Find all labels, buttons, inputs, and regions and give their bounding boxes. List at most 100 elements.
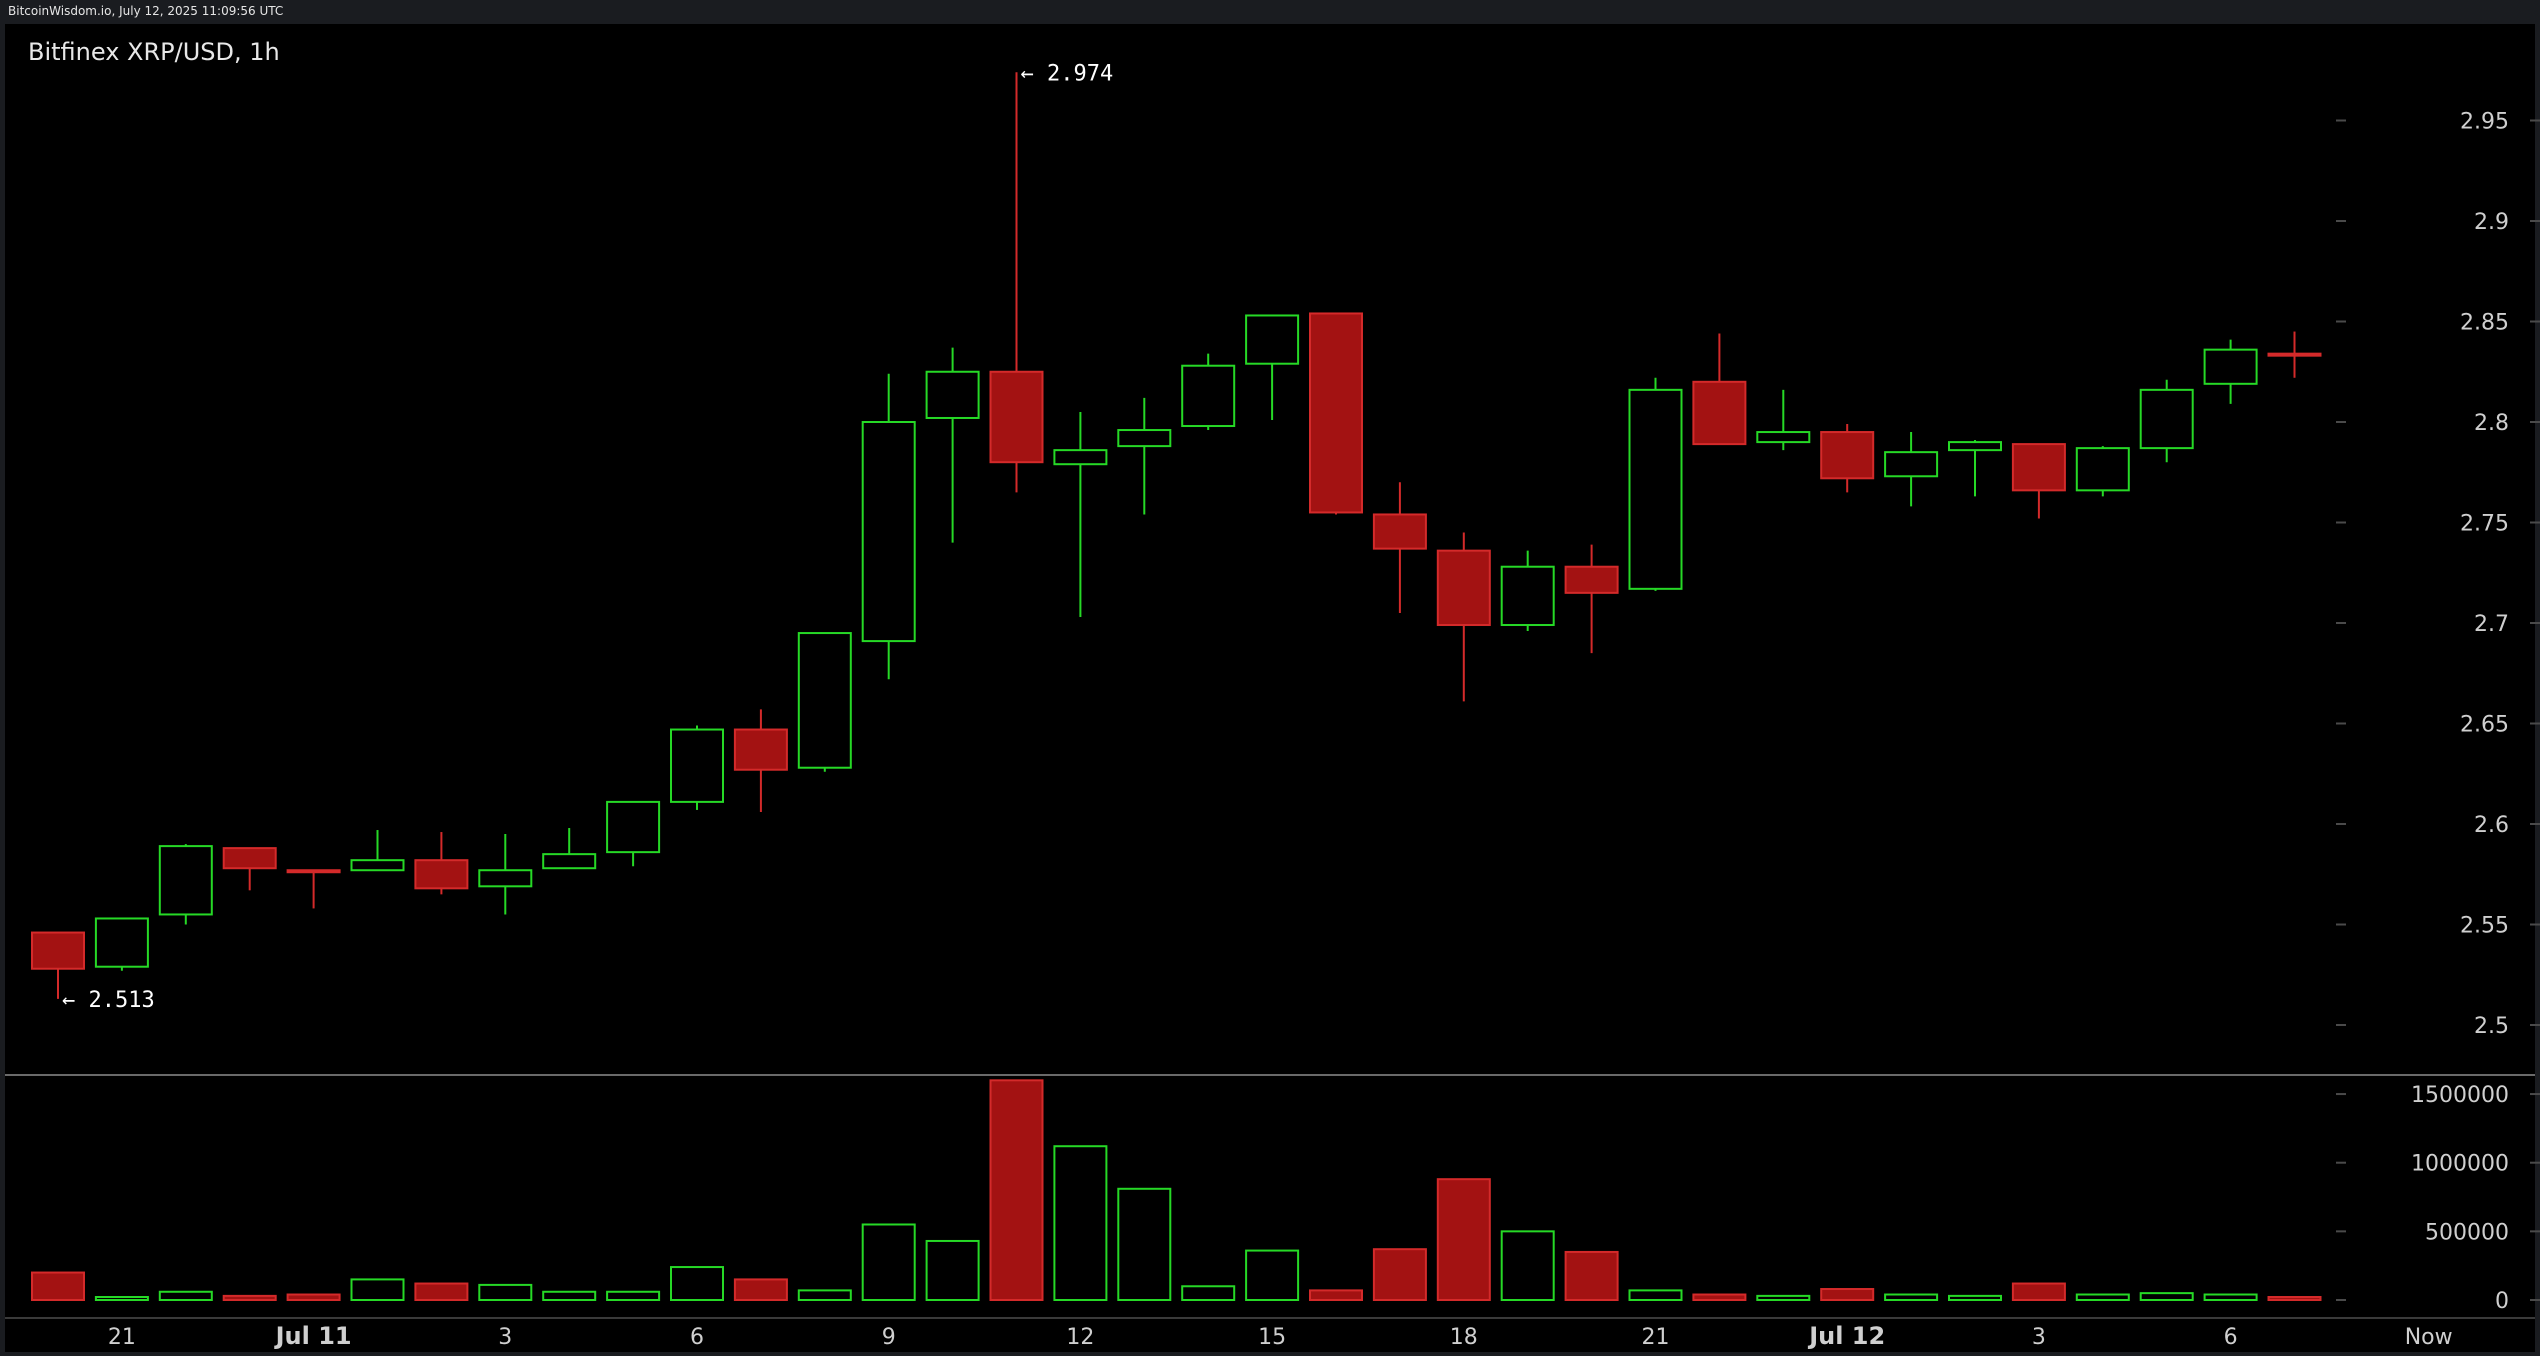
candle-body [542,853,597,870]
candle-up [94,917,149,971]
time-axis-label: 21 [1642,1325,1670,1350]
time-axis-label: 9 [882,1325,896,1350]
price-tick-label: 2.85 [2460,311,2509,336]
volume-bar-up [861,1223,916,1301]
candle-up [350,830,405,872]
price-tick-label: 2.8 [2474,411,2509,436]
candle-up [1245,314,1300,420]
candle-down [2011,443,2066,519]
candle-up [2139,379,2194,463]
candle-body [1564,565,1619,594]
volume-bar-up [1884,1293,1939,1302]
candle-body [1500,565,1555,627]
candle-down [286,869,341,909]
volume-bar-up [925,1239,980,1302]
time-axis-label: Jul 11 [274,1322,352,1350]
volume-bar-up [542,1290,597,1301]
volume-tick-label: 0 [2495,1289,2509,1314]
candle-body [1053,449,1108,466]
candle-down [2267,331,2322,378]
candle-up [478,834,533,915]
candle-up [2075,446,2130,497]
volume-bar-up [606,1290,661,1301]
price-tick-label: 2.65 [2460,713,2509,738]
volume-bar-down [989,1079,1044,1301]
candle-up [606,800,661,867]
time-axis-label: 6 [2224,1325,2238,1350]
volume-bar-down [286,1293,341,1302]
volume-bar-down [733,1278,788,1302]
candle-body [1181,364,1236,428]
candle-body [1436,549,1491,627]
chart-background [5,24,2535,1352]
candle-body [286,869,341,874]
candle-body [2267,352,2322,357]
candle-body [925,370,980,419]
price-tick-label: 2.9 [2474,210,2509,235]
price-tick-label: 2.95 [2460,110,2509,135]
volume-bar-up [670,1266,724,1301]
volume-bar-up [1628,1289,1683,1302]
candle-up [1181,353,1236,431]
candle-body [1245,314,1300,365]
candle-down [733,709,788,812]
volume-bar-up [350,1278,405,1302]
candle-body [1820,431,1875,480]
time-axis-label: 21 [108,1325,136,1350]
candle-body [861,421,916,643]
candle-body [1884,451,1939,478]
volume-bar-up [2203,1293,2258,1302]
time-axis: 21 Jul 11 3 6 9 12 15 18 21 Jul 12 3 6 Now [108,1322,2453,1350]
volume-bar-up [478,1283,533,1301]
candle-body [478,869,533,888]
volume-bar-up [1756,1294,1811,1301]
candle-down [222,847,277,891]
candle-body [670,728,724,803]
candle-up [1053,411,1108,617]
volume-tick-label: 1500000 [2411,1083,2509,1108]
candle-body [1756,431,1811,444]
candle-body [2139,388,2194,450]
time-axis-label: 3 [2032,1325,2046,1350]
volume-bar-down [1820,1288,1875,1301]
candle-body [1309,312,1363,514]
candle-body [1692,380,1747,446]
volume-bar-down [31,1271,85,1302]
candle-down [1820,424,1875,493]
volume-bar-up [797,1289,852,1302]
volume-bar-down [2011,1282,2066,1302]
volume-bar-down [1692,1293,1747,1302]
candle-body [222,847,277,870]
candle-down [1692,333,1747,446]
candle-body [94,917,149,968]
volume-bar-up [1500,1230,1555,1301]
candle-up [1884,432,1939,507]
volume-bar-up [94,1296,149,1301]
candle-down [989,72,1044,493]
source-timestamp: BitcoinWisdom.io, July 12, 2025 11:09:56… [8,4,284,18]
time-axis-label: 15 [1258,1325,1286,1350]
candle-down [1564,544,1619,654]
volume-bar-up [1948,1294,2002,1301]
volume-bar-up [158,1290,213,1301]
volume-bar-down [414,1282,469,1302]
candle-body [1628,388,1683,590]
candle-up [1948,440,2002,497]
candle-body [797,632,852,769]
candle-up [925,347,980,543]
candle-body [414,859,469,890]
candle-body [158,845,213,916]
price-tick-label: 2.75 [2460,512,2509,537]
candle-body [2011,443,2066,492]
candle-up [1628,377,1683,591]
candle-body [733,728,788,771]
price-tick-label: 2.6 [2474,813,2509,838]
volume-bar-up [1245,1249,1300,1302]
price-tick-label: 2.55 [2460,914,2509,939]
volume-tick-label: 500000 [2425,1220,2509,1245]
volume-bar-up [2139,1292,2194,1302]
volume-bar-up [1181,1285,1236,1302]
candle-body [1948,441,2002,452]
candle-up [670,725,724,810]
